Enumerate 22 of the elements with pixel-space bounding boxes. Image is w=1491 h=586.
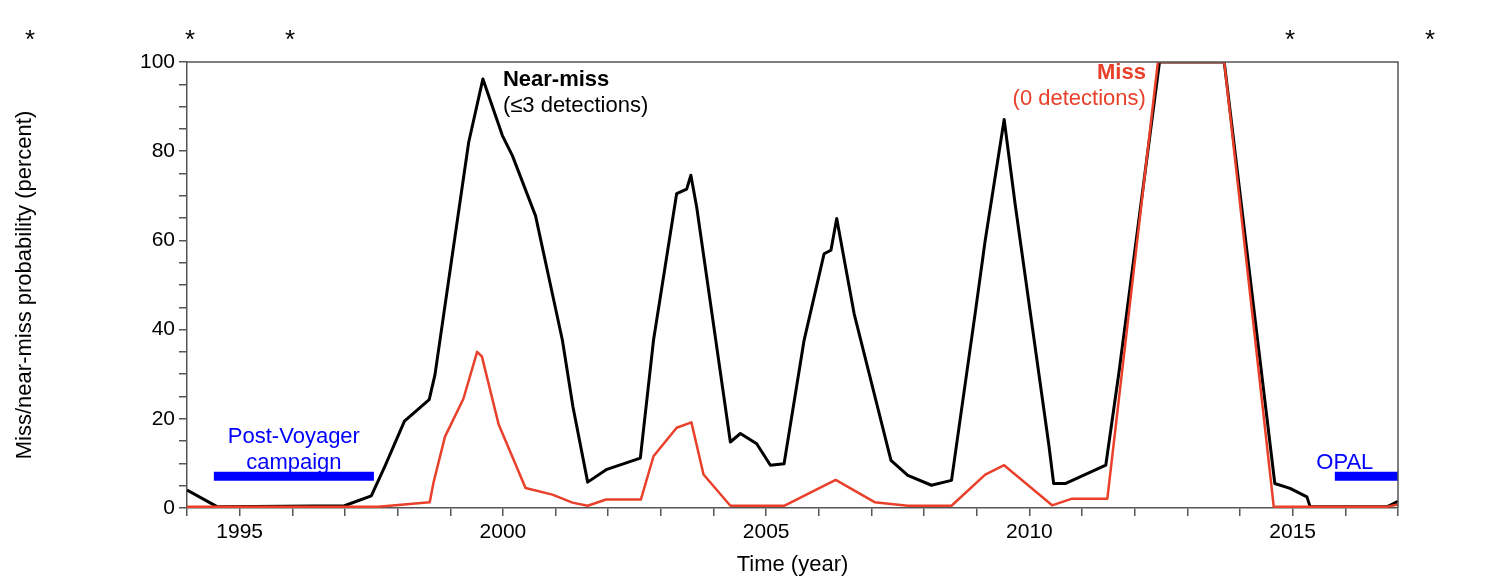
text: *: [1284, 24, 1296, 55]
y-tick-label: 40: [151, 316, 175, 340]
series-label: Miss (0 detections): [1012, 59, 1146, 111]
text: *: [284, 24, 296, 55]
series-label: OPAL: [1316, 449, 1374, 475]
y-tick-label: 60: [151, 227, 175, 251]
x-tick-label: 2005: [742, 519, 790, 543]
y-axis-title: Miss/near-miss probability (percent): [11, 110, 37, 460]
x-tick-label: 2010: [1006, 519, 1053, 543]
text: *: [24, 24, 36, 55]
x-tick-label: 1995: [216, 519, 264, 543]
series-label: Near-miss (≤3 detections): [502, 66, 649, 118]
x-tick-label: 2015: [1269, 519, 1317, 543]
y-tick-label: 100: [139, 48, 175, 72]
y-tick-label: 80: [151, 138, 175, 161]
x-tick-label: 2000: [479, 519, 527, 543]
y-tick-label: 20: [151, 405, 175, 429]
text: *: [184, 24, 196, 55]
x-axis-title: Time (year): [736, 550, 849, 576]
series-label: Post-Voyager campaign: [227, 423, 360, 475]
y-tick-label: 0: [163, 494, 175, 518]
text: *: [1424, 24, 1436, 55]
